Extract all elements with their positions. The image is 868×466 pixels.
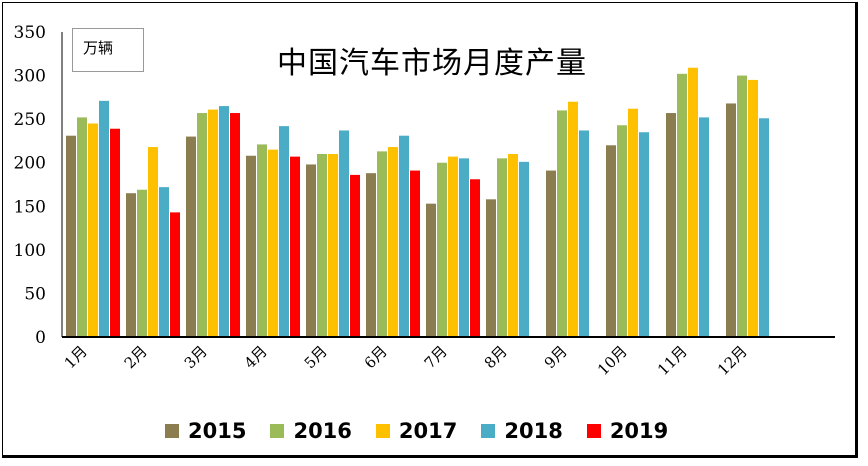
- bar-2015-12: [726, 103, 736, 337]
- x-tick-label: 12月: [714, 342, 751, 379]
- y-tick-label: 100: [14, 241, 46, 261]
- y-tick-label: 250: [14, 110, 46, 130]
- y-tick-label: 50: [24, 284, 46, 304]
- bar-2017-1: [88, 123, 98, 337]
- bar-2016-5: [317, 154, 327, 337]
- legend-item-2015: 2015: [165, 419, 246, 443]
- bar-2017-5: [328, 154, 338, 337]
- bar-2017-9: [568, 101, 578, 337]
- bar-2019-4: [290, 156, 300, 337]
- bar-2017-2: [148, 147, 158, 337]
- legend: 2015 2016 2017 2018 2019: [165, 414, 692, 448]
- bar-2015-6: [366, 173, 376, 337]
- x-tick-label: 5月: [301, 342, 331, 372]
- bar-2017-4: [268, 149, 278, 337]
- legend-swatch: [375, 424, 390, 438]
- bar-2018-1: [99, 100, 109, 337]
- bar-2016-11: [677, 73, 687, 337]
- bar-2016-10: [617, 125, 627, 337]
- x-tick-label: 1月: [61, 342, 91, 372]
- bar-2016-2: [137, 189, 147, 337]
- bar-2018-3: [219, 106, 229, 337]
- bar-2016-12: [737, 75, 747, 338]
- x-tick-label: 6月: [361, 342, 391, 372]
- bar-2016-9: [557, 110, 567, 337]
- bar-2018-2: [159, 187, 169, 337]
- bar-2015-8: [486, 199, 496, 337]
- bar-2019-7: [470, 179, 480, 337]
- bar-2015-2: [126, 193, 136, 337]
- bar-2018-7: [459, 158, 469, 337]
- legend-swatch: [270, 424, 285, 438]
- bar-2016-1: [77, 117, 87, 338]
- bar-2018-9: [579, 130, 589, 337]
- bar-2017-8: [508, 154, 518, 337]
- bar-2018-12: [759, 118, 769, 338]
- bar-2015-7: [426, 203, 436, 337]
- x-tick-label: 7月: [421, 342, 451, 372]
- legend-label: 2017: [398, 419, 458, 443]
- legend-label: 2019: [609, 419, 669, 443]
- legend-label: 2018: [504, 419, 563, 443]
- bar-2018-5: [339, 130, 349, 337]
- bar-2017-11: [688, 67, 698, 337]
- y-tick-label: 300: [14, 67, 46, 87]
- bar-2015-1: [66, 135, 76, 337]
- bar-2016-3: [197, 113, 207, 338]
- bar-2016-7: [437, 162, 447, 337]
- bar-2015-4: [246, 155, 256, 337]
- legend-swatch: [481, 424, 496, 438]
- x-tick-label: 11月: [654, 342, 691, 379]
- y-tick-label: 0: [35, 328, 46, 348]
- legend-label: 2015: [188, 419, 247, 443]
- chart-frame: [2, 2, 858, 458]
- bar-2015-5: [306, 164, 316, 337]
- bar-2017-3: [208, 109, 218, 337]
- bar-2017-7: [448, 156, 458, 337]
- bar-2018-8: [519, 161, 529, 337]
- bar-2019-3: [230, 113, 240, 338]
- bar-2017-6: [388, 147, 398, 337]
- bar-2019-1: [110, 128, 120, 337]
- legend-swatch: [165, 424, 179, 438]
- bar-2018-10: [639, 132, 649, 337]
- y-tick-label: 150: [14, 197, 46, 217]
- legend-item-2016: 2016: [270, 419, 352, 443]
- unit-label: 万辆: [72, 28, 144, 72]
- x-tick-label: 2月: [121, 342, 151, 372]
- bar-2018-4: [279, 126, 289, 337]
- chart-title: 中国汽车市场月度产量: [277, 46, 587, 81]
- bar-2017-12: [748, 79, 758, 337]
- bar-2018-6: [399, 135, 409, 337]
- legend-item-2017: 2017: [375, 419, 458, 443]
- x-tick-label: 4月: [241, 342, 271, 372]
- legend-swatch: [586, 424, 601, 438]
- legend-item-2018: 2018: [481, 419, 563, 443]
- y-tick-label: 200: [14, 154, 46, 174]
- bar-2017-10: [628, 108, 638, 337]
- bar-2019-2: [170, 212, 180, 337]
- bar-2019-6: [410, 170, 420, 337]
- bar-2016-6: [377, 151, 387, 337]
- x-tick-label: 3月: [181, 342, 211, 372]
- bar-2015-9: [546, 170, 556, 337]
- legend-label: 2016: [293, 419, 352, 443]
- bar-2018-11: [699, 117, 709, 338]
- x-tick-label: 8月: [481, 342, 511, 372]
- y-tick-label: 350: [14, 23, 46, 43]
- bar-2015-11: [666, 113, 676, 338]
- bar-2015-3: [186, 136, 196, 337]
- legend-item-2019: 2019: [586, 419, 669, 443]
- bar-2015-10: [606, 145, 616, 337]
- x-tick-label: 9月: [541, 342, 571, 372]
- x-tick-label: 10月: [594, 342, 631, 379]
- bar-2019-5: [350, 174, 360, 337]
- bar-2016-4: [257, 144, 267, 337]
- bar-2016-8: [497, 158, 507, 337]
